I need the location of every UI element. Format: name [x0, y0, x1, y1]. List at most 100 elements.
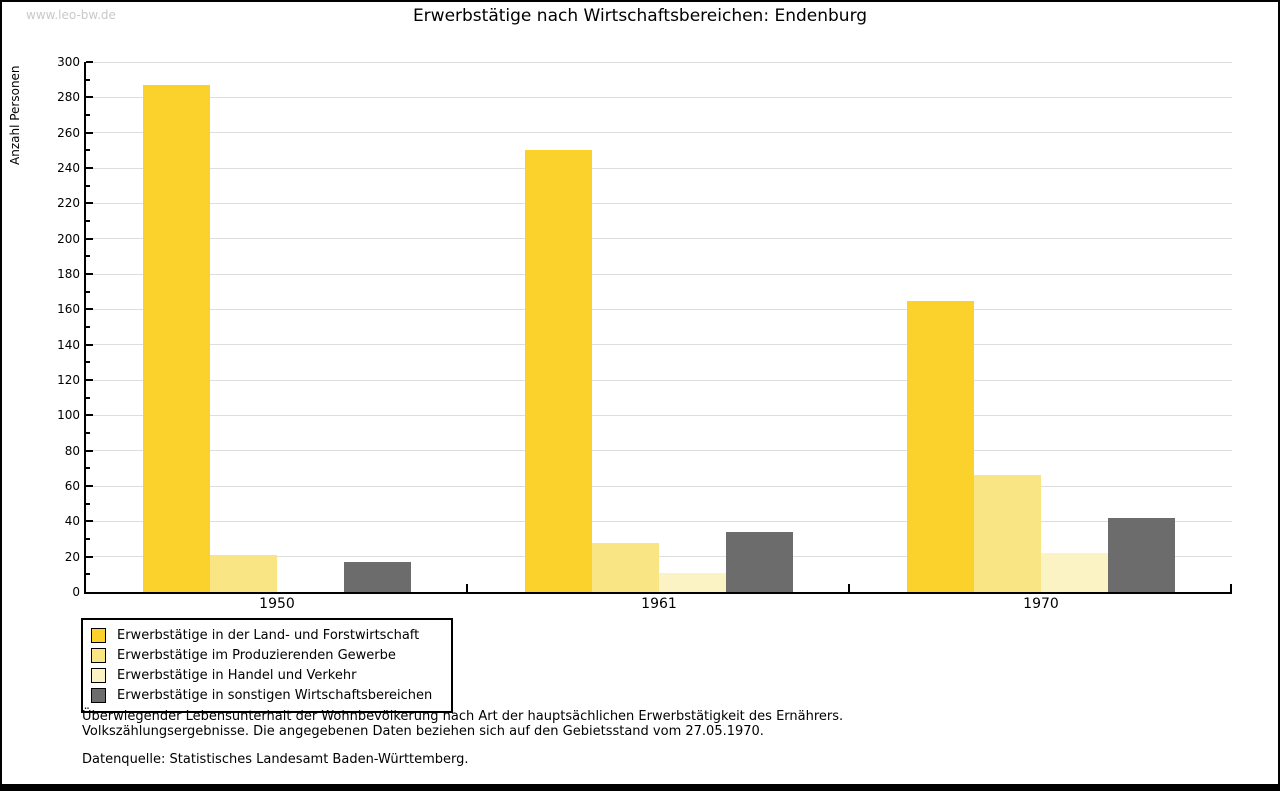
y-axis-tick: [86, 273, 93, 275]
chart-title: Erwerbstätige nach Wirtschaftsbereichen:…: [412, 6, 868, 26]
y-tick-label: 140: [57, 337, 80, 352]
gridline: [86, 556, 1232, 558]
gridline: [86, 202, 1232, 204]
y-axis-title: Anzahl Personen: [8, 65, 22, 165]
bar-1950-series-2: [210, 554, 277, 592]
bar-1961-series-3: [659, 572, 726, 592]
bar-1961-series-1: [525, 150, 592, 592]
y-axis-tick: [86, 449, 93, 452]
x-axis-tick: [848, 584, 850, 592]
gridline: [86, 61, 1232, 63]
y-axis-tick: [86, 538, 90, 540]
y-axis-tick: [86, 379, 93, 381]
y-tick-label: 220: [57, 196, 80, 211]
y-tick-label: 100: [57, 408, 80, 423]
y-tick-label: 0: [72, 585, 80, 599]
y-axis-tick: [86, 414, 93, 417]
y-tick-label: 280: [57, 90, 80, 105]
bar-1950-series-4: [344, 561, 411, 592]
gridline: [86, 167, 1232, 169]
y-axis-tick: [86, 290, 90, 293]
legend-item: Erwerbstätige in der Land- und Forstwirt…: [91, 625, 443, 645]
legend-item: Erwerbstätige im Produzierenden Gewerbe: [91, 645, 443, 665]
y-axis-tick: [86, 202, 93, 205]
y-axis-tick: [86, 326, 90, 328]
x-category-label: 1970: [1023, 596, 1059, 612]
gridline: [86, 450, 1232, 452]
y-axis-tick: [86, 167, 93, 169]
y-axis-tick: [86, 396, 90, 399]
y-axis-tick: [86, 61, 93, 63]
y-axis-tick: [86, 149, 90, 152]
footnote-line-2: Volkszählungsergebnisse. Die angegebenen…: [82, 723, 764, 739]
legend-label: Erwerbstätige in Handel und Verkehr: [117, 667, 357, 683]
y-axis-tick: [86, 361, 90, 364]
bar-1970-series-3: [1041, 553, 1108, 592]
y-tick-label: 200: [57, 231, 80, 246]
gridline: [86, 96, 1232, 98]
y-axis-tick: [86, 114, 90, 116]
y-axis-tick: [86, 237, 93, 240]
legend-swatch-icon: [91, 667, 106, 683]
x-category-label: 1961: [641, 596, 677, 612]
legend-swatch-icon: [91, 647, 106, 663]
y-axis-tick: [86, 343, 93, 346]
y-tick-label: 80: [64, 443, 80, 458]
y-axis-tick: [86, 255, 90, 258]
y-tick-label: 40: [64, 514, 80, 529]
bar-1961-series-4: [726, 531, 793, 592]
gridline: [86, 344, 1232, 346]
y-tick-label: 180: [57, 267, 80, 281]
site-watermark: www.leo-bw.de: [26, 8, 116, 22]
legend-label: Erwerbstätige im Produzierenden Gewerbe: [117, 647, 396, 663]
y-tick-label: 120: [57, 373, 80, 387]
y-tick-label: 300: [57, 55, 80, 69]
gridline: [86, 520, 1232, 522]
legend: Erwerbstätige in der Land- und Forstwirt…: [81, 618, 453, 713]
bar-1950-series-1: [143, 84, 210, 592]
bar-1970-series-1: [907, 300, 974, 592]
x-axis-tick: [466, 584, 468, 592]
y-axis-tick: [86, 520, 93, 523]
bar-1970-series-2: [974, 475, 1041, 592]
y-axis-tick: [86, 308, 93, 311]
y-axis-tick: [86, 502, 90, 505]
y-axis-tick: [86, 432, 90, 434]
y-axis-tick: [86, 184, 90, 187]
footnote-line-1: Überwiegender Lebensunterhalt der Wohnbe…: [82, 709, 844, 724]
x-category-label: 1950: [259, 596, 295, 612]
y-axis-tick: [86, 467, 90, 470]
plot-area: 0 20 40 60 80 100 120 140 160 180 200 220 240 260 280 3…: [57, 55, 1232, 612]
y-axis-tick: [86, 485, 93, 487]
y-axis-tick: [86, 220, 90, 222]
y-tick-label: 20: [64, 549, 80, 564]
legend-item: Erwerbstätige in Handel und Verkehr: [91, 665, 443, 685]
y-tick-label: 260: [57, 125, 80, 140]
y-tick-label: 160: [57, 302, 80, 317]
legend-label: Erwerbstätige in der Land- und Forstwirt…: [117, 627, 420, 643]
legend-label: Erwerbstätige in sonstigen Wirtschaftsbe…: [117, 687, 433, 703]
legend-swatch-icon: [91, 627, 106, 643]
gridline: [86, 132, 1232, 134]
footnote-block: Überwiegender Lebensunterhalt der Wohnbe…: [82, 709, 844, 739]
y-tick-label: 60: [64, 479, 80, 493]
bar-1961-series-2: [592, 542, 659, 592]
gridline: [86, 485, 1232, 487]
y-axis-tick: [86, 555, 93, 558]
gridline: [86, 238, 1232, 240]
y-tick-label: 240: [57, 161, 80, 175]
x-axis-tick: [1230, 584, 1232, 592]
bar-1970-series-4: [1108, 517, 1175, 592]
gridline: [86, 379, 1232, 381]
y-axis-tick: [86, 78, 90, 81]
legend-item: Erwerbstätige in sonstigen Wirtschaftsbe…: [91, 685, 443, 705]
y-axis-tick: [86, 131, 93, 134]
y-axis-tick: [86, 573, 90, 576]
legend-swatch-icon: [91, 687, 106, 703]
data-source: Datenquelle: Statistisches Landesamt Bad…: [82, 752, 469, 767]
y-axis-tick: [86, 96, 93, 99]
gridline: [86, 273, 1232, 275]
gridline: [86, 414, 1232, 416]
gridline: [86, 308, 1232, 310]
